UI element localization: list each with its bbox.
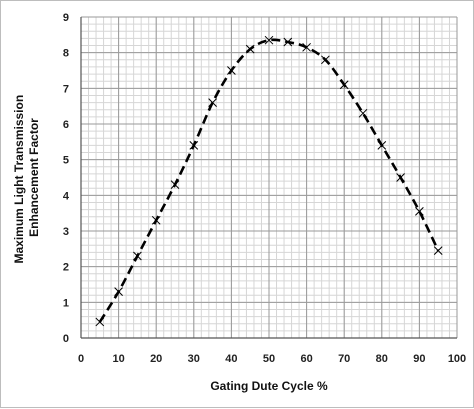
marker-stroke [95, 317, 105, 327]
marker-stroke [245, 44, 255, 54]
marker-stroke [283, 37, 293, 47]
y-tick-label: 0 [63, 333, 69, 345]
y-tick-label: 8 [63, 48, 69, 60]
data-point-marker [321, 55, 330, 65]
y-axis-title-line-2: Enhancement Factor [27, 118, 41, 237]
marker-stroke [151, 215, 161, 225]
marker-stroke [302, 42, 311, 52]
data-point-marker [95, 317, 105, 327]
marker-stroke [433, 246, 443, 255]
marker-stroke [358, 108, 368, 118]
marker-stroke [321, 55, 330, 65]
marker-stroke [114, 287, 123, 296]
data-point-marker [377, 141, 387, 150]
x-tick-labels: 0 10 20 30 40 50 60 70 80 90 100 [78, 353, 466, 365]
y-tick-label: 5 [63, 155, 69, 167]
data-point-marker [339, 80, 349, 90]
marker-stroke [208, 98, 217, 107]
x-tick-label: 20 [150, 353, 162, 365]
y-tick-label: 6 [63, 119, 69, 131]
y-tick-label: 7 [63, 83, 69, 95]
axes [80, 17, 457, 339]
marker-stroke [133, 251, 142, 261]
y-tick-label: 1 [63, 297, 69, 309]
y-tick-label: 2 [63, 262, 69, 274]
data-point-marker [415, 207, 424, 216]
x-tick-label: 0 [78, 353, 84, 365]
data-point-marker [227, 66, 236, 75]
data-point-marker [151, 215, 161, 225]
data-point-marker [283, 37, 293, 47]
marker-stroke [170, 180, 180, 189]
x-tick-label: 30 [188, 353, 200, 365]
data-point-marker [396, 173, 405, 182]
data-point-marker [245, 44, 255, 54]
y-tick-label: 9 [63, 12, 69, 24]
y-tick-labels: 0 1 2 3 4 5 6 7 8 9 [63, 12, 70, 345]
data-point-marker [302, 42, 311, 52]
marker-stroke [264, 35, 274, 45]
x-axis-title: Gating Dute Cycle % [210, 379, 328, 393]
y-axis-title: Maximum Light Transmission Enhancement F… [12, 91, 41, 263]
data-point-marker [133, 251, 142, 261]
marker-stroke [189, 141, 199, 150]
marker-stroke [415, 207, 424, 216]
marker-stroke [227, 66, 236, 75]
data-point-marker [264, 35, 274, 45]
data-point-marker [208, 98, 217, 107]
y-tick-label: 4 [63, 190, 70, 202]
x-tick-label: 40 [225, 353, 237, 365]
data-point-marker [114, 287, 123, 296]
data-point-marker [170, 180, 180, 189]
marker-stroke [396, 173, 405, 182]
y-axis-title-line-1: Maximum Light Transmission [12, 95, 26, 264]
x-tick-label: 10 [112, 353, 124, 365]
data-point-marker [358, 108, 368, 118]
marker-stroke [377, 141, 387, 150]
series-group [95, 35, 443, 327]
marker-stroke [339, 80, 349, 90]
data-point-marker [433, 246, 443, 255]
x-tick-label: 90 [413, 353, 425, 365]
x-tick-label: 70 [338, 353, 350, 365]
x-tick-label: 60 [300, 353, 312, 365]
x-tick-label: 100 [448, 353, 466, 365]
y-tick-label: 3 [63, 226, 69, 238]
data-point-marker [189, 141, 199, 150]
x-tick-label: 50 [263, 353, 275, 365]
x-tick-label: 80 [376, 353, 388, 365]
